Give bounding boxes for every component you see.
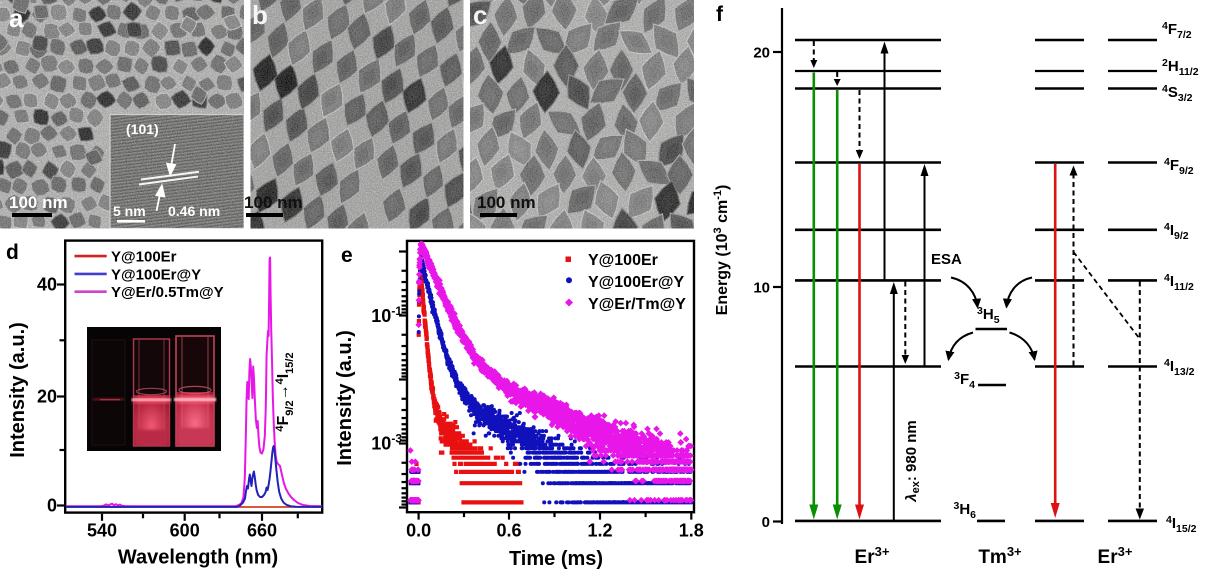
svg-text:(101): (101) [126,121,159,137]
svg-text:f: f [716,3,724,26]
svg-text:1.8: 1.8 [679,521,704,541]
svg-text:Y@100Er@Y: Y@100Er@Y [588,274,684,291]
svg-text:Intensity (a.u.): Intensity (a.u.) [7,322,29,458]
svg-text:Intensity (a.u.): Intensity (a.u.) [334,330,356,466]
svg-text:20: 20 [37,387,57,407]
svg-text:100 nm: 100 nm [477,193,536,212]
svg-text:10: 10 [753,280,770,297]
svg-text:Y@100Er: Y@100Er [588,252,658,269]
svg-text:1.2: 1.2 [587,521,612,541]
svg-text:b: b [252,0,268,30]
svg-text:20: 20 [753,45,770,62]
svg-text:100 nm: 100 nm [244,193,303,212]
svg-text:Wavelength (nm): Wavelength (nm) [118,547,278,569]
svg-text:Y@100Er@Y: Y@100Er@Y [111,266,201,283]
svg-text:e: e [341,244,353,267]
svg-text:0.6: 0.6 [496,521,521,541]
svg-text:600: 600 [170,521,200,541]
svg-text:a: a [9,3,24,33]
svg-text:0: 0 [47,496,57,516]
svg-text:100 nm: 100 nm [9,193,68,212]
svg-text:Energy (103 cm-1): Energy (103 cm-1) [712,185,731,316]
svg-text:0.46 nm: 0.46 nm [168,203,220,219]
svg-text:0: 0 [762,514,770,531]
svg-text:Y@100Er: Y@100Er [111,249,177,266]
svg-text:Y@Er/0.5Tm@Y: Y@Er/0.5Tm@Y [111,284,224,301]
svg-text:660: 660 [247,521,277,541]
svg-text:Time (ms): Time (ms) [509,548,603,570]
svg-text:d: d [6,241,19,264]
svg-text:540: 540 [87,521,117,541]
svg-text:c: c [473,0,487,30]
svg-text:40: 40 [37,275,57,295]
svg-text:Y@Er/Tm@Y: Y@Er/Tm@Y [588,296,686,313]
svg-text:0.0: 0.0 [406,521,431,541]
svg-text:ESA: ESA [931,251,962,268]
svg-text:5 nm: 5 nm [113,203,146,219]
